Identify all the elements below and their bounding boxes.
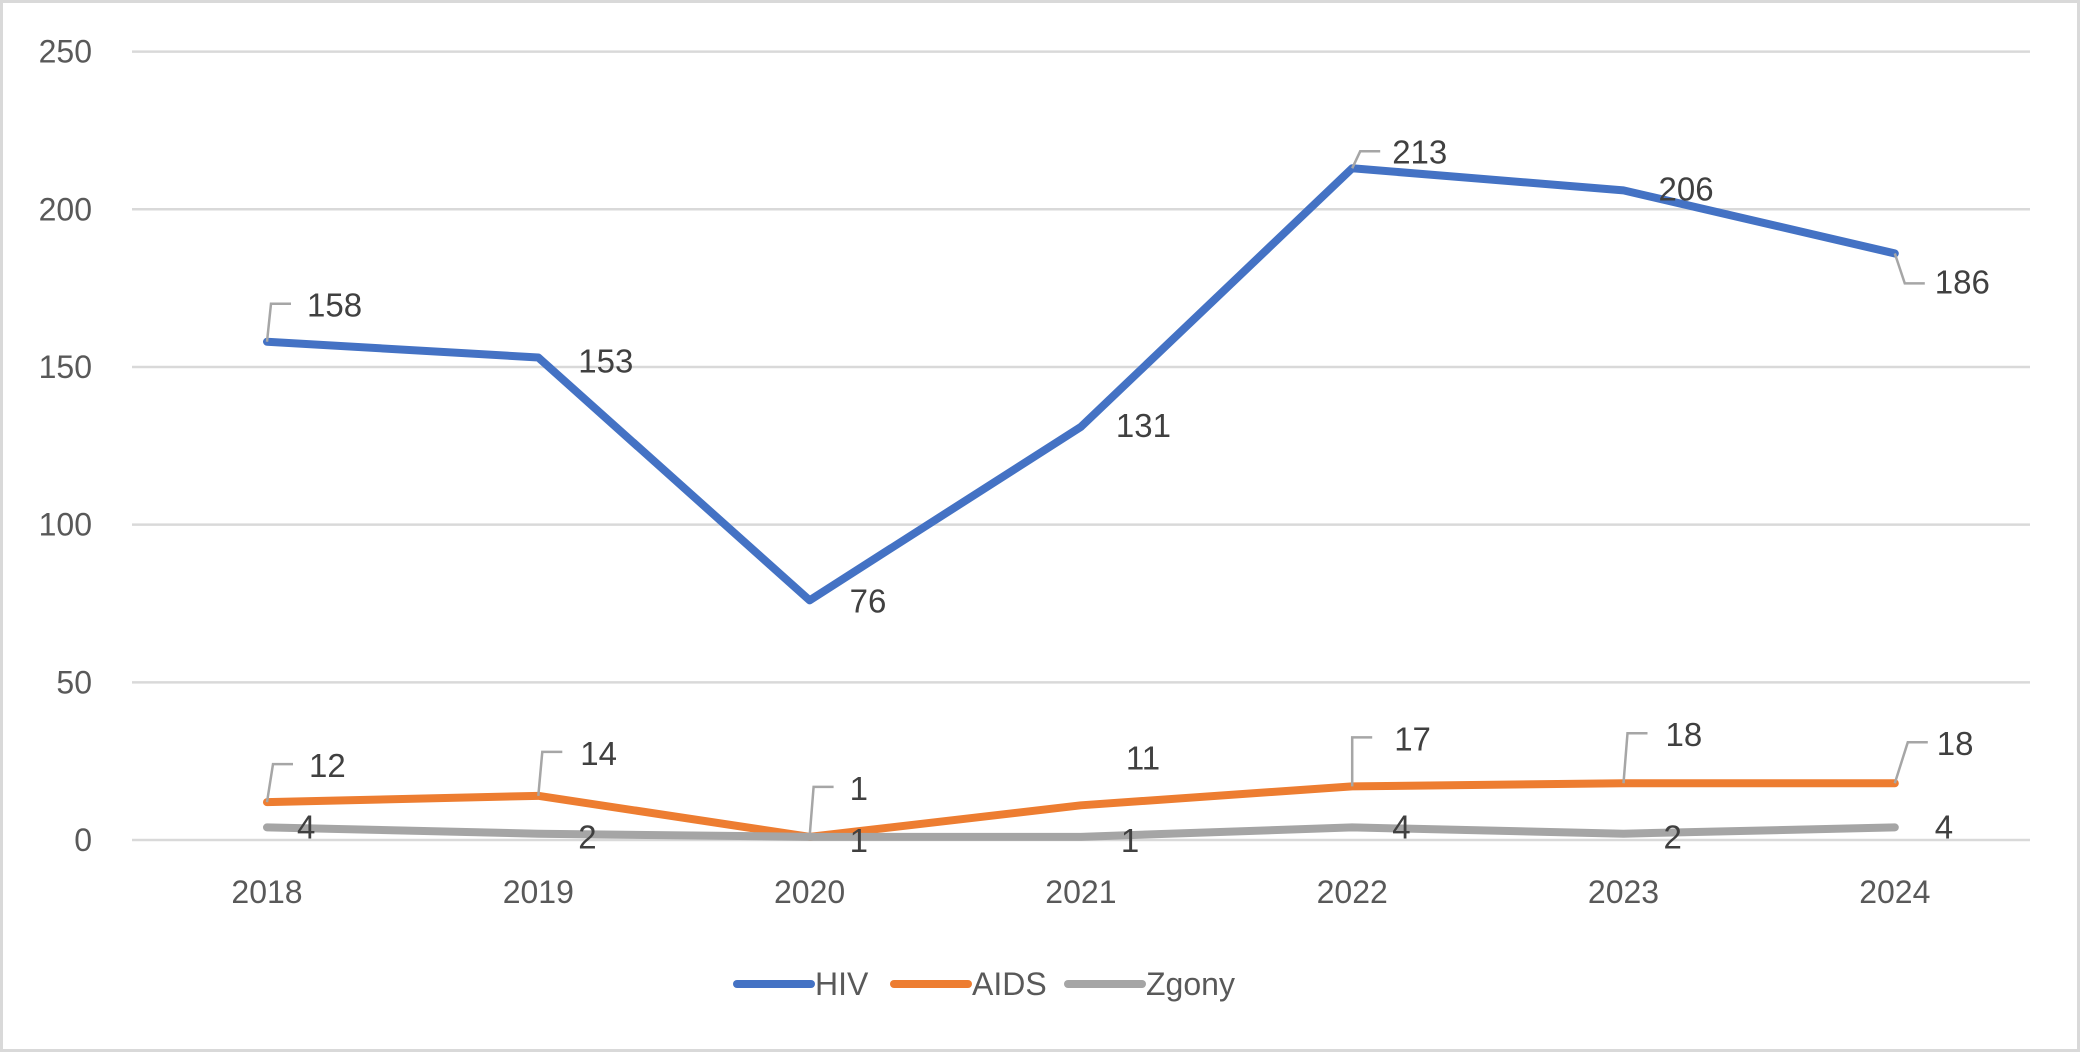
- label-leader: [1893, 253, 1925, 285]
- legend-item-hiv[interactable]: HIV: [733, 966, 869, 1002]
- data-label-zgony: 4: [297, 808, 315, 845]
- legend: HIV AIDS Zgony: [733, 966, 1235, 1002]
- label-leader: [808, 785, 834, 837]
- data-label-zgony: 4: [1392, 808, 1410, 845]
- y-tick-label: 100: [39, 507, 92, 543]
- data-label-hiv: 206: [1659, 170, 1714, 207]
- label-leader: [537, 750, 563, 796]
- data-label-hiv: 76: [850, 582, 887, 619]
- label-leader: [1351, 150, 1381, 169]
- x-tick-label: 2018: [231, 874, 302, 910]
- data-label-zgony: 1: [1121, 822, 1139, 859]
- y-tick-label: 150: [39, 349, 92, 385]
- data-label-aids: 17: [1394, 720, 1431, 757]
- x-tick-label: 2020: [774, 874, 845, 910]
- data-label-aids: 14: [580, 735, 617, 772]
- legend-item-aids[interactable]: AIDS: [890, 966, 1047, 1002]
- x-axis-ticks: 2018 2019 2020 2021 2022 2023 2024: [231, 874, 1930, 910]
- y-axis-ticks: 0 50 100 150 200 250: [39, 34, 92, 858]
- x-tick-label: 2023: [1588, 874, 1659, 910]
- data-label-zgony: 2: [1664, 819, 1682, 856]
- data-label-aids: 11: [1126, 739, 1160, 776]
- y-tick-label: 250: [39, 34, 92, 70]
- label-leader: [265, 302, 291, 342]
- data-label-hiv: 158: [307, 287, 362, 324]
- label-leader: [1622, 731, 1648, 784]
- label-leader: [265, 762, 293, 803]
- x-tick-label: 2024: [1859, 874, 1930, 910]
- legend-label: Zgony: [1146, 966, 1235, 1002]
- y-tick-label: 50: [56, 664, 92, 700]
- y-tick-label: 200: [39, 191, 92, 227]
- gridlines: [132, 50, 2030, 842]
- x-tick-label: 2022: [1317, 874, 1388, 910]
- label-leader: [1350, 736, 1373, 787]
- x-tick-label: 2021: [1045, 874, 1116, 910]
- legend-label: HIV: [815, 966, 869, 1002]
- data-label-aids: 18: [1666, 716, 1703, 753]
- data-label-aids: 1: [850, 770, 868, 807]
- y-tick-label: 0: [74, 822, 92, 858]
- legend-label: AIDS: [972, 966, 1047, 1002]
- data-label-hiv: 131: [1116, 407, 1171, 444]
- data-label-zgony: 1: [850, 822, 868, 859]
- data-label-hiv: 153: [578, 342, 633, 379]
- x-tick-label: 2019: [503, 874, 574, 910]
- data-label-zgony: 4: [1935, 808, 1953, 845]
- data-label-zgony: 2: [578, 819, 596, 856]
- label-leader: [1893, 740, 1928, 784]
- data-label-aids: 18: [1937, 725, 1974, 762]
- label-leaders: [265, 150, 1928, 837]
- data-label-hiv: 186: [1935, 263, 1990, 300]
- legend-item-zgony[interactable]: Zgony: [1064, 966, 1235, 1002]
- data-label-aids: 12: [309, 747, 346, 784]
- data-label-hiv: 213: [1392, 133, 1447, 170]
